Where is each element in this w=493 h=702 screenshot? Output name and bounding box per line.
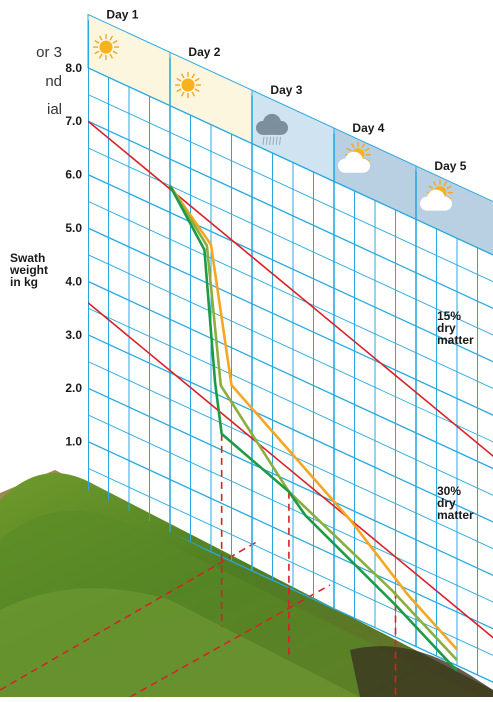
sun-ray	[432, 181, 437, 187]
sun-ray	[94, 39, 100, 44]
sun-ray	[191, 73, 196, 79]
sun-behind-cloud-icon	[338, 141, 371, 173]
y-axis-label: Swath	[10, 251, 45, 265]
rain-drop	[272, 136, 275, 145]
gridline-horizontal	[88, 200, 493, 411]
sun-icon	[93, 34, 119, 61]
gridline-horizontal	[88, 227, 493, 437]
gridline-horizontal	[88, 334, 493, 544]
reference-line-label: 30%	[437, 484, 461, 498]
y-tick-label: 8.0	[65, 61, 82, 75]
y-tick-label: 4.0	[65, 274, 82, 288]
sun-ray	[194, 77, 200, 82]
y-tick-label: 6.0	[65, 168, 82, 182]
y-tick-label: 5.0	[65, 221, 82, 235]
intro-text-fragment: or 3	[36, 44, 62, 61]
intro-text-fragment: nd	[45, 73, 62, 90]
rain-drop	[262, 136, 265, 145]
sun-ray	[350, 143, 355, 149]
sun-ray	[364, 147, 370, 152]
sun-ray	[176, 88, 182, 93]
series-line	[168, 185, 458, 651]
sun-ray	[428, 185, 434, 190]
gridline-horizontal	[88, 120, 493, 331]
series-line	[168, 185, 458, 661]
gridline-horizontal	[88, 307, 493, 517]
day-label: Day 2	[188, 45, 220, 59]
gridline-horizontal	[88, 174, 493, 384]
gridline-horizontal	[88, 361, 493, 571]
sun-ray	[346, 147, 352, 152]
sun-ray	[364, 158, 370, 162]
day-label: Day 1	[106, 7, 138, 21]
sun-ray	[446, 196, 452, 200]
day-band-cell	[415, 165, 493, 256]
day-label: Day 5	[434, 159, 466, 173]
sun-ray	[176, 77, 182, 82]
gridline-horizontal	[88, 280, 493, 491]
day-label: Day 3	[270, 83, 302, 97]
rain-drop	[265, 136, 268, 145]
gridline-horizontal	[88, 67, 493, 277]
cloud-base	[427, 203, 445, 211]
gridline-horizontal	[88, 467, 493, 678]
y-tick-label: 2.0	[65, 381, 82, 395]
gridline-horizontal	[88, 94, 493, 304]
sun-ray	[109, 35, 114, 41]
cloud-base	[263, 127, 281, 135]
sun-ray	[194, 88, 200, 93]
sun-ray	[191, 91, 196, 97]
sun-ray	[361, 143, 366, 149]
rain-drop	[275, 136, 278, 145]
gridline-horizontal	[88, 414, 493, 624]
reference-line-label: matter	[437, 508, 474, 522]
rain-cloud-icon	[256, 113, 288, 145]
sun-disc	[99, 40, 113, 54]
day-label: Day 4	[352, 121, 384, 135]
series-lines	[168, 185, 458, 672]
sun-ray	[98, 53, 103, 59]
sun-behind-cloud-icon	[420, 179, 453, 211]
y-axis-label: in kg	[10, 275, 38, 289]
dry-matter-line	[88, 120, 493, 495]
y-axis-label: weight	[9, 263, 48, 277]
reference-line-label: matter	[437, 333, 474, 347]
reference-line-label: dry	[437, 496, 456, 510]
y-tick-label: 3.0	[65, 328, 82, 342]
hay-swath-illustration	[0, 470, 493, 698]
y-tick-label: 1.0	[65, 435, 82, 449]
sun-ray	[112, 50, 118, 55]
sun-ray	[443, 181, 448, 187]
series-line	[168, 185, 458, 672]
intro-text-fragment: ial	[47, 101, 62, 118]
gridline-horizontal	[88, 387, 493, 598]
sun-ray	[180, 91, 185, 97]
reference-line-label: dry	[437, 321, 456, 335]
rain-drop	[279, 136, 281, 145]
sun-ray	[94, 50, 100, 55]
sun-ray	[446, 185, 452, 190]
sun-ray	[109, 53, 114, 59]
sun-icon	[175, 71, 201, 98]
dry-matter-line	[88, 302, 493, 677]
sun-ray	[112, 39, 118, 44]
reference-line-label: 15%	[437, 309, 461, 323]
gridline-horizontal	[88, 441, 493, 651]
drop-lines	[220, 433, 397, 702]
rain-drop	[269, 136, 272, 145]
reference-lines	[88, 120, 493, 677]
chart-labels: Day 1 Day 2 Day 3 Day 4 Day 5 1.0 2.0 3.0 4.0 5.0…	[9, 7, 474, 522]
sun-disc	[181, 78, 195, 92]
cloud-base	[345, 165, 363, 173]
sun-ray	[180, 73, 185, 79]
gridline-horizontal	[88, 254, 493, 464]
y-tick-label: 7.0	[65, 114, 82, 128]
sun-ray	[98, 35, 103, 41]
weather-header	[87, 13, 493, 256]
